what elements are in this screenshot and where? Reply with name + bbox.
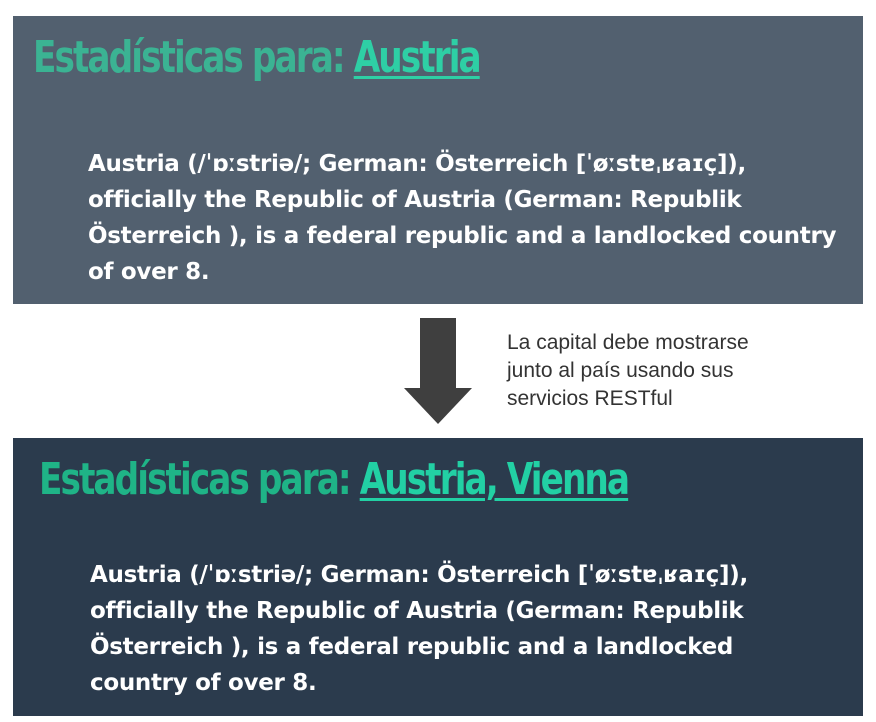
after-heading-prefix: Estadísticas para: bbox=[39, 454, 360, 505]
before-country-link[interactable]: Austria bbox=[353, 32, 482, 83]
before-description: Austria (/ˈɒːstriə/; German: Österreich … bbox=[88, 151, 837, 285]
after-description: Austria (/ˈɒːstriə/; German: Österreich … bbox=[90, 562, 748, 696]
before-heading: Estadísticas para: Austria bbox=[33, 36, 482, 80]
after-country-capital-link[interactable]: Austria, Vienna bbox=[359, 454, 630, 505]
arrow-down-icon bbox=[404, 318, 472, 424]
after-panel: Estadísticas para: Austria, Vienna Austr… bbox=[13, 438, 863, 716]
annotation-line-2: junto al país usando sus bbox=[507, 359, 734, 382]
before-panel: Estadísticas para: Austria Austria (/ˈɒː… bbox=[13, 16, 863, 304]
before-heading-prefix: Estadísticas para: bbox=[33, 32, 354, 83]
arrow-shaft bbox=[420, 318, 456, 390]
annotation-line-1: La capital debe mostrarse bbox=[507, 331, 749, 354]
after-heading: Estadísticas para: Austria, Vienna bbox=[39, 458, 630, 502]
annotation-note: La capital debe mostrarse junto al país … bbox=[507, 329, 827, 413]
annotation-line-3: servicios RESTful bbox=[507, 387, 673, 410]
arrow-head bbox=[404, 388, 472, 424]
